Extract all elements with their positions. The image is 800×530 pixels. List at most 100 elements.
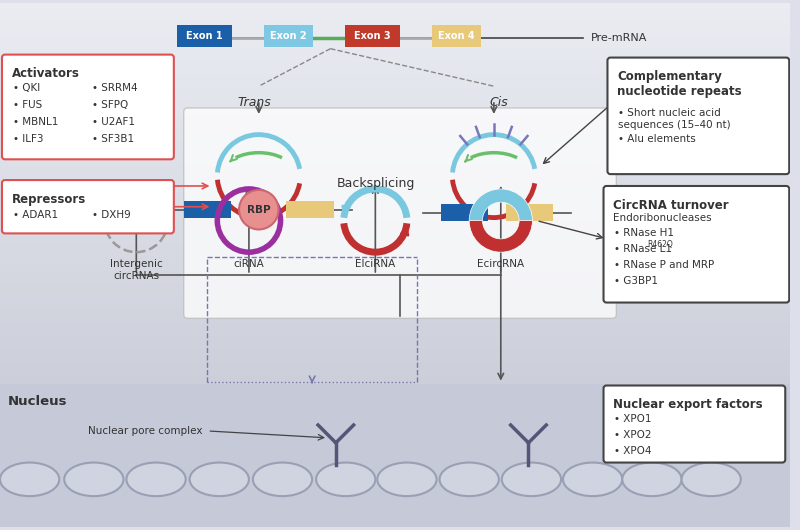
Bar (0, 348, 790, 349)
Text: Exon 2: Exon 2 (270, 31, 306, 41)
Bar (0, 344, 790, 345)
Bar (0, 312, 790, 313)
Bar (0, 266, 790, 267)
Bar (0, 138, 790, 139)
Bar (0, 57, 790, 58)
Bar (0, 267, 790, 268)
Bar (0, 358, 790, 359)
Bar (0, 393, 790, 394)
FancyBboxPatch shape (2, 180, 174, 233)
Bar (0, 58, 790, 59)
Bar (0, 369, 790, 370)
Bar (0, 349, 790, 350)
Bar (0, 48, 790, 49)
Bar (0, 517, 790, 518)
Bar (0, 401, 790, 402)
Bar (0, 293, 790, 294)
Bar (0, 301, 790, 302)
Bar (0, 44, 790, 45)
Bar (0, 260, 790, 261)
Bar (0, 332, 790, 333)
Bar (0, 475, 790, 476)
Bar (0, 388, 790, 390)
Bar (0, 426, 790, 427)
Bar (0, 37, 790, 38)
Text: Nuclear pore complex: Nuclear pore complex (88, 426, 202, 436)
Bar (0, 234, 790, 235)
Bar (0, 184, 790, 185)
Bar (0, 261, 790, 262)
Bar (0, 419, 790, 420)
Text: • SF3B1: • SF3B1 (92, 134, 134, 144)
Ellipse shape (378, 463, 437, 496)
FancyBboxPatch shape (345, 25, 400, 47)
Bar (0, 177, 790, 178)
Bar (0, 310, 790, 311)
Bar (0, 229, 790, 231)
Bar (0, 174, 790, 175)
Bar (0, 492, 790, 493)
Bar (0, 125, 790, 126)
Bar (0, 395, 790, 396)
Bar (0, 409, 790, 410)
Bar (0, 122, 790, 123)
Text: Activators: Activators (12, 67, 80, 81)
Bar (0, 248, 790, 249)
Bar (0, 399, 790, 400)
Bar (0, 400, 790, 401)
Bar (0, 432, 790, 433)
Bar (0, 413, 790, 414)
Bar (0, 335, 790, 336)
Bar (0, 498, 790, 499)
Bar (0, 4, 790, 5)
Bar (0, 202, 790, 203)
Bar (0, 232, 790, 233)
Bar (0, 21, 790, 22)
Bar (0, 453, 790, 454)
Bar (0, 5, 790, 6)
Bar (0, 366, 790, 367)
Bar (0, 276, 790, 277)
Bar (0, 38, 790, 39)
Bar (0, 51, 790, 52)
Bar (0, 176, 790, 177)
Bar (0, 166, 790, 167)
Bar (0, 410, 790, 411)
Bar (0, 163, 790, 164)
Bar (0, 321, 790, 322)
Bar (0, 218, 790, 219)
Bar (0, 330, 790, 331)
Bar (0, 223, 790, 224)
Bar (0, 117, 790, 118)
Bar (0, 88, 790, 89)
Bar (0, 32, 790, 33)
Bar (0, 483, 790, 484)
Bar (0, 518, 790, 519)
Bar (0, 255, 790, 256)
Bar (0, 34, 790, 35)
Bar (0, 209, 790, 210)
Bar (0, 81, 790, 82)
FancyBboxPatch shape (264, 25, 313, 47)
Ellipse shape (126, 463, 186, 496)
Bar (0, 512, 790, 513)
Bar (0, 522, 790, 523)
Bar (0, 120, 790, 121)
Bar (0, 329, 790, 330)
FancyBboxPatch shape (603, 186, 790, 303)
Bar (0, 226, 790, 227)
Bar (0, 474, 790, 475)
Bar (0, 269, 790, 270)
Bar (0, 26, 790, 27)
Bar (0, 194, 790, 195)
Bar (0, 17, 790, 18)
Bar (0, 246, 790, 247)
Bar (0, 509, 790, 510)
Bar (0, 454, 790, 455)
Bar (0, 111, 790, 112)
Bar (0, 416, 790, 417)
Text: RBP: RBP (247, 205, 270, 215)
Bar (0, 179, 790, 180)
Text: CircRNA turnover: CircRNA turnover (614, 199, 729, 212)
Bar (0, 346, 790, 347)
